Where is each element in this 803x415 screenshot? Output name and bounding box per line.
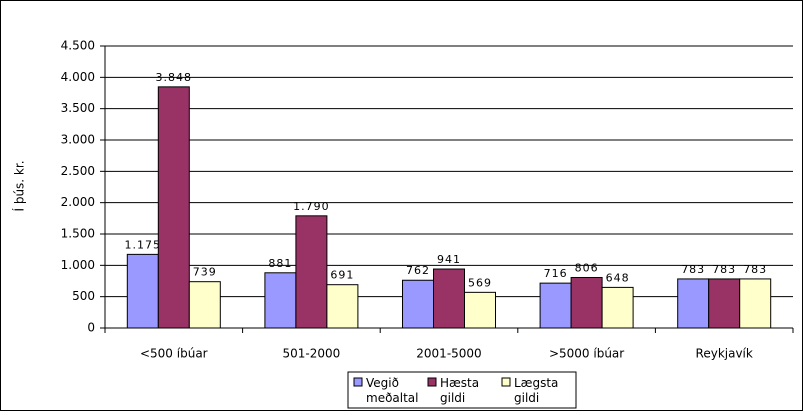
bar bbox=[188, 281, 221, 329]
legend-box bbox=[347, 371, 577, 409]
value-label: 739 bbox=[193, 266, 217, 279]
y-tick-label: 1.000 bbox=[61, 258, 95, 272]
x-tick-label: >5000 íbúar bbox=[549, 347, 624, 361]
value-label: 806 bbox=[575, 261, 599, 274]
value-label: 1.790 bbox=[293, 200, 330, 213]
bar bbox=[739, 278, 772, 329]
legend-label: Hæsta gildi bbox=[440, 376, 479, 405]
bar bbox=[402, 279, 434, 329]
bar bbox=[601, 286, 634, 329]
y-tick-label: 3.000 bbox=[61, 133, 95, 147]
value-label: 569 bbox=[468, 276, 492, 289]
value-label: 941 bbox=[437, 253, 461, 266]
value-label: 783 bbox=[712, 263, 736, 276]
value-label: 716 bbox=[544, 267, 568, 280]
bar bbox=[539, 282, 572, 329]
x-tick-label: <500 íbúar bbox=[140, 347, 208, 361]
bar bbox=[677, 278, 710, 329]
legend-swatch bbox=[427, 377, 437, 387]
bar bbox=[326, 284, 359, 329]
legend-swatch bbox=[501, 377, 511, 387]
x-tick-label: Reykjavík bbox=[696, 347, 753, 361]
value-label: 783 bbox=[743, 263, 767, 276]
legend-swatch bbox=[353, 377, 363, 387]
y-tick-label: 1.500 bbox=[61, 227, 95, 241]
bar bbox=[295, 215, 328, 329]
bar bbox=[570, 276, 603, 329]
bar bbox=[157, 86, 190, 329]
legend-label: Lægsta gildi bbox=[514, 376, 558, 405]
y-tick-label: 2.500 bbox=[61, 164, 95, 178]
bar bbox=[433, 268, 465, 329]
value-label: 881 bbox=[268, 257, 292, 270]
y-tick-label: 0 bbox=[87, 321, 95, 335]
y-tick-label: 4.500 bbox=[61, 39, 95, 53]
y-tick-label: 2.000 bbox=[61, 195, 95, 209]
y-axis-title: Í þús. kr. bbox=[12, 160, 27, 211]
bar bbox=[126, 253, 159, 329]
value-label: 691 bbox=[330, 269, 354, 282]
y-tick-label: 3.500 bbox=[61, 101, 95, 115]
bar bbox=[708, 278, 741, 329]
value-label: 1.175 bbox=[125, 238, 162, 251]
legend-label: Vegið meðaltal bbox=[366, 376, 419, 405]
value-label: 783 bbox=[681, 263, 705, 276]
value-label: 762 bbox=[406, 264, 430, 277]
x-tick-label: 2001-5000 bbox=[416, 347, 481, 361]
y-tick-label: 500 bbox=[72, 289, 95, 303]
value-label: 648 bbox=[606, 271, 630, 284]
value-label: 3.848 bbox=[156, 71, 193, 84]
x-tick-label: 501-2000 bbox=[283, 347, 341, 361]
bar bbox=[464, 291, 496, 329]
bar bbox=[264, 272, 297, 329]
y-tick-label: 4.000 bbox=[61, 70, 95, 84]
